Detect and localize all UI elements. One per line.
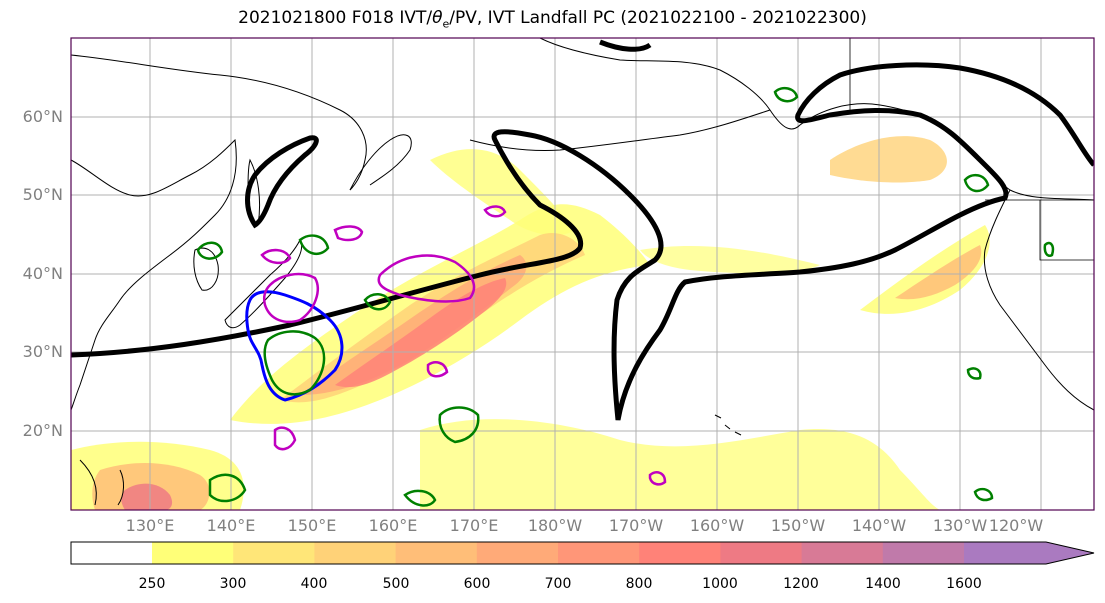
lon-label-160w: 160°W (689, 516, 745, 535)
ivt-shading (71, 136, 990, 510)
lat-label-30n: 30°N (22, 342, 63, 361)
theta-e-contour (196, 241, 224, 260)
lon-label-140e: 140°E (206, 516, 256, 535)
colorbar-label-600: 600 (463, 576, 491, 592)
ivt-river-800 (335, 278, 507, 388)
coast-korea (193, 247, 219, 291)
theta-e-contour (438, 406, 480, 444)
coast-hawaii (714, 414, 742, 436)
lon-label-170w: 170°W (608, 516, 664, 535)
ivt-river-600 (300, 255, 527, 395)
colorbar-segment (152, 542, 234, 564)
colorbar-label-250: 250 (138, 576, 166, 592)
title-theta: θ (432, 8, 443, 28)
lon-label-180w: 180°W (527, 516, 583, 535)
ivt-tropical-band (420, 419, 940, 510)
colorbar-label-1200: 1200 (783, 576, 819, 592)
lat-label-60n: 60°N (22, 107, 63, 126)
magenta-contour-3 (333, 225, 364, 242)
colorbar-under-segment (71, 542, 152, 564)
colorbar-segment (558, 542, 640, 564)
colorbar-segment (639, 542, 721, 564)
lon-label-140w: 140°W (851, 516, 907, 535)
coast-japan (224, 238, 303, 329)
theta-e-contour (363, 293, 392, 311)
theta-e-contour (973, 487, 994, 502)
theta-e-contour (966, 367, 982, 380)
chart-title: 2021021800 F018 IVT/θe/PV, IVT Landfall … (0, 8, 1105, 30)
colorbar-segment (314, 542, 397, 564)
lat-label-20n: 20°N (22, 421, 63, 440)
lon-label-160e: 160°E (368, 516, 418, 535)
colorbar-label-400: 400 (300, 576, 328, 592)
theta-e-contour (263, 330, 326, 396)
lon-label-150e: 150°E (287, 516, 337, 535)
colorbar-segment (720, 542, 803, 564)
theta-e-contour (1043, 241, 1055, 257)
magenta-contour-7 (648, 471, 667, 486)
colorbar-segments (152, 542, 1046, 564)
theta-e-contour (963, 173, 990, 193)
magenta-contour-8 (260, 248, 292, 265)
coast-asia (71, 138, 237, 411)
magenta-contour-6 (426, 361, 449, 378)
coast-westcoast (983, 189, 1094, 411)
colorbar-label-300: 300 (219, 576, 247, 592)
map-frame (70, 37, 1095, 511)
colorbar-segment (476, 542, 559, 564)
ivt-sw-1000 (121, 483, 173, 510)
title-subscript: e (442, 17, 450, 31)
ivt-gulf-alaska (830, 136, 947, 183)
map-gridlines (71, 38, 1094, 510)
magenta-contour-4 (483, 205, 507, 218)
theta-e-contours (196, 86, 1055, 507)
theta-e-contour (403, 489, 437, 507)
theta-e-contour (208, 473, 247, 503)
colorbar-segment (964, 542, 1046, 564)
title-suffix: /PV, IVT Landfall PC (2021022100 - 20210… (449, 8, 867, 28)
magenta-contour-1 (377, 254, 476, 303)
colorbar-label-700: 700 (544, 576, 572, 592)
coast-aleutians (469, 109, 771, 151)
contours (71, 39, 1094, 507)
colorbar-label-1600: 1600 (946, 576, 982, 592)
pc-contour-north (599, 39, 652, 52)
ivt-midocean (640, 245, 820, 274)
theta-e-contour (773, 86, 799, 103)
magenta-contour-5 (273, 426, 297, 451)
coast-taiwan-philippines (79, 459, 124, 506)
lon-label-130e: 130°E (125, 516, 175, 535)
coast-kamchatka (349, 134, 412, 191)
colorbar-extend-arrow (1046, 542, 1094, 564)
colorbar-outline (70, 541, 1095, 565)
lat-label-40n: 40°N (22, 264, 63, 283)
colorbar-label-1400: 1400 (865, 576, 901, 592)
pc-contour-main (71, 62, 1094, 421)
lat-label-50n: 50°N (22, 185, 63, 204)
colorbar (70, 541, 1095, 565)
colorbar-label-500: 500 (382, 576, 410, 592)
lon-label-150w: 150°W (770, 516, 826, 535)
lon-label-120w: 120°W (988, 516, 1044, 535)
ivt-river-upper (430, 149, 575, 236)
colorbar-label-800: 800 (625, 576, 653, 592)
coast-russia-north (71, 54, 367, 191)
pc-contour-west (245, 135, 319, 229)
colorbar-segment (801, 542, 884, 564)
colorbar-segment (395, 542, 478, 564)
colorbar-segment (882, 542, 965, 564)
colorbar-label-1000: 1000 (702, 576, 738, 592)
lon-label-170e: 170°E (449, 516, 499, 535)
colorbar-segment (233, 542, 315, 564)
ivt-westcoast-250 (860, 225, 990, 314)
lon-label-130w: 130°W (932, 516, 988, 535)
theta-e-contour (298, 234, 330, 256)
magenta-contour-2 (262, 272, 319, 324)
title-prefix: 2021021800 F018 IVT/ (238, 8, 433, 28)
